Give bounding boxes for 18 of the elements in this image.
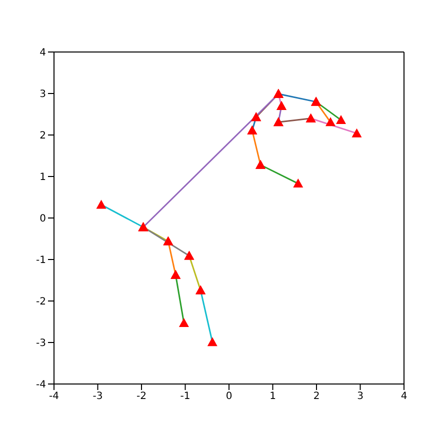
y-tick-label: -1 xyxy=(36,255,46,266)
y-tick-label: 0 xyxy=(40,214,46,225)
y-tick-label: -2 xyxy=(36,296,46,308)
x-tick-label: 4 xyxy=(400,391,408,402)
y-tick-label: 4 xyxy=(40,48,46,59)
x-tick-label: -4 xyxy=(49,391,59,402)
x-tick-label: 3 xyxy=(357,391,364,402)
x-tick-label: -3 xyxy=(92,391,103,402)
y-tick-label: -3 xyxy=(36,338,46,350)
y-tick-label: 1 xyxy=(40,172,46,184)
x-tick-label: 2 xyxy=(313,391,320,402)
y-tick-label: 2 xyxy=(40,130,46,142)
y-tick-label: 3 xyxy=(40,89,46,100)
x-tick-label: -2 xyxy=(136,391,146,402)
y-tick-label: -4 xyxy=(36,380,46,391)
x-tick-label: 0 xyxy=(226,391,232,402)
x-tick-label: 1 xyxy=(270,391,276,402)
x-tick-label: -1 xyxy=(180,391,190,402)
